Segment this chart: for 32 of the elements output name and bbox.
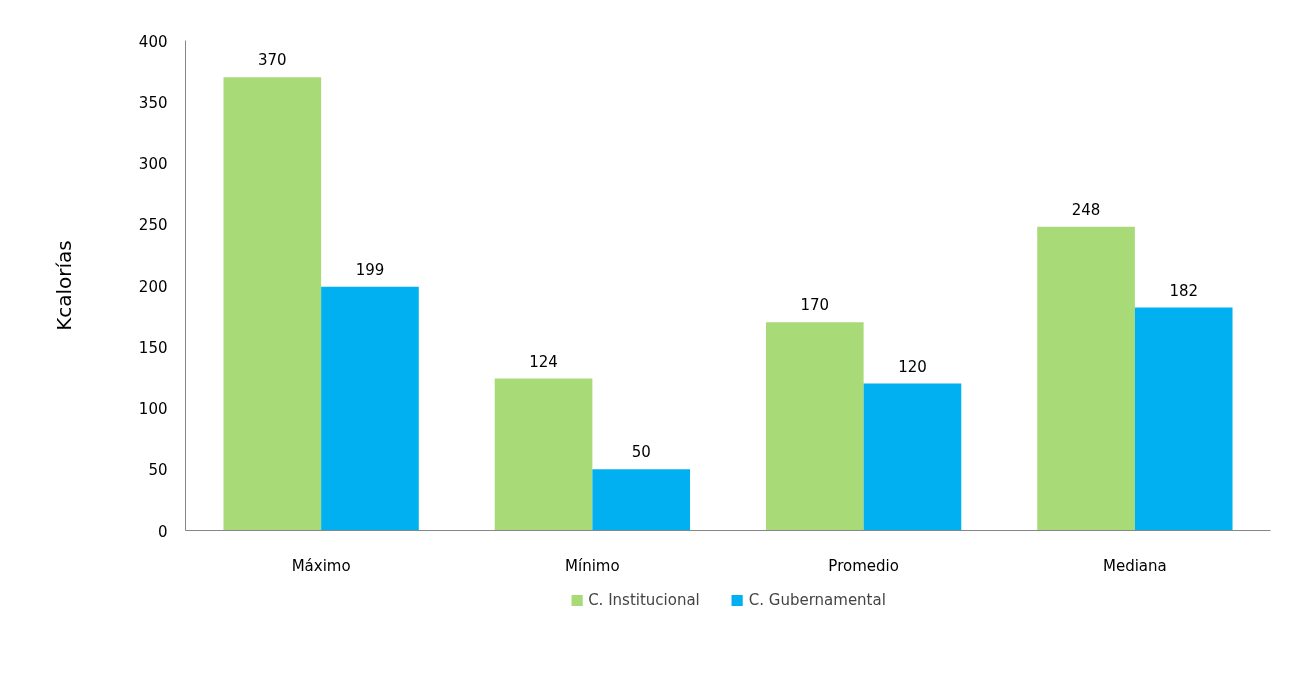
bar	[592, 469, 691, 531]
data-label: 248	[1071, 200, 1101, 219]
bar	[321, 286, 419, 531]
legend-label: C. Institucional	[588, 590, 700, 609]
data-label: 50	[631, 443, 651, 462]
x-tick-label: Máximo	[291, 556, 351, 575]
x-tick-label: Promedio	[828, 556, 899, 575]
data-label: 120	[898, 357, 927, 376]
data-label: 170	[800, 296, 830, 315]
y-tick-label: 300	[138, 155, 168, 173]
y-tick-label: 150	[138, 338, 168, 357]
y-tick-label: 200	[138, 277, 168, 296]
bar	[765, 322, 864, 531]
x-tick-label: Mínimo	[565, 556, 620, 575]
y-tick-label: 100	[138, 400, 168, 418]
y-tick-label: 250	[138, 216, 168, 235]
y-tick-label: 350	[138, 93, 168, 112]
data-label: 124	[529, 352, 558, 371]
y-tick-label: 400	[138, 32, 168, 51]
bar	[863, 383, 962, 531]
legend-label: C. Gubernamental	[748, 590, 886, 609]
bar	[1037, 226, 1135, 531]
y-tick-label: 0	[157, 522, 168, 541]
data-label: 370	[257, 51, 287, 70]
data-label: 182	[1169, 281, 1199, 300]
bar	[223, 77, 322, 531]
data-label: 199	[355, 260, 385, 279]
bar	[1134, 307, 1233, 531]
x-tick-label: Mediana	[1103, 556, 1167, 575]
bar	[494, 378, 593, 531]
y-axis-title: Kcalorías	[51, 240, 76, 331]
y-tick-label: 50	[148, 461, 168, 480]
